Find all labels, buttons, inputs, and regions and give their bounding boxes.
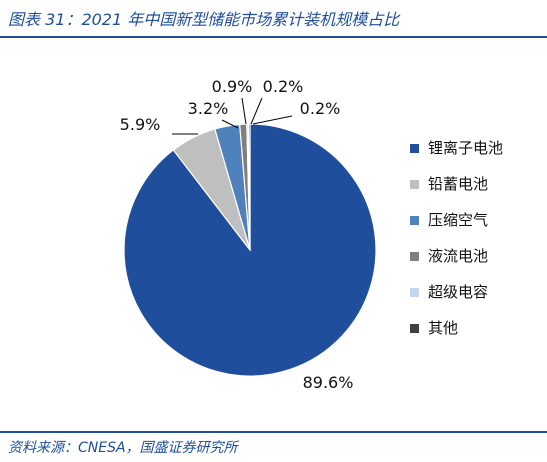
legend-swatch-1	[410, 144, 419, 153]
slice-value-label-3: 3.2%	[188, 99, 229, 118]
slice-value-label-5: 0.2%	[263, 77, 304, 96]
legend-label-4: 液流电池	[428, 247, 489, 265]
legend-label-3: 压缩空气	[428, 211, 489, 229]
legend-swatch-4	[410, 252, 419, 261]
slice-value-label-1: 89.6%	[303, 373, 354, 392]
slice-value-label-6: 0.2%	[300, 99, 341, 118]
leader-line-4	[241, 97, 247, 125]
legend-label-2: 铅蓄电池	[428, 175, 489, 193]
legend-label-5: 超级电容	[428, 283, 489, 301]
slice-value-label-2: 5.9%	[120, 115, 161, 134]
pie-slice-6	[247, 123, 251, 251]
pie-chart: 89.6% 5.9% 3.2% 0.9% 0.2% 0.2%	[120, 77, 377, 392]
pie-leader-lines	[172, 97, 293, 135]
leader-line-5	[250, 97, 263, 125]
leader-line-3	[221, 119, 239, 129]
slice-value-label-4: 0.9%	[212, 77, 253, 96]
pie-value-labels: 89.6% 5.9% 3.2% 0.9% 0.2% 0.2%	[120, 77, 354, 392]
legend-label-6: 其他	[428, 319, 459, 337]
pie-slices	[123, 123, 377, 377]
figure-title: 图表 31：2021 年中国新型储能市场累计装机规模占比	[8, 10, 400, 29]
source-rule	[0, 431, 547, 433]
legend-swatch-3	[410, 216, 419, 225]
legend-swatch-5	[410, 288, 419, 297]
figure-source: 资料来源：CNESA，国盛证券研究所	[8, 440, 238, 456]
legend-swatch-2	[410, 180, 419, 189]
legend-label-1: 锂离子电池	[428, 139, 504, 157]
leader-line-6	[252, 115, 293, 125]
legend-swatch-6	[410, 324, 419, 333]
title-rule	[0, 36, 547, 38]
